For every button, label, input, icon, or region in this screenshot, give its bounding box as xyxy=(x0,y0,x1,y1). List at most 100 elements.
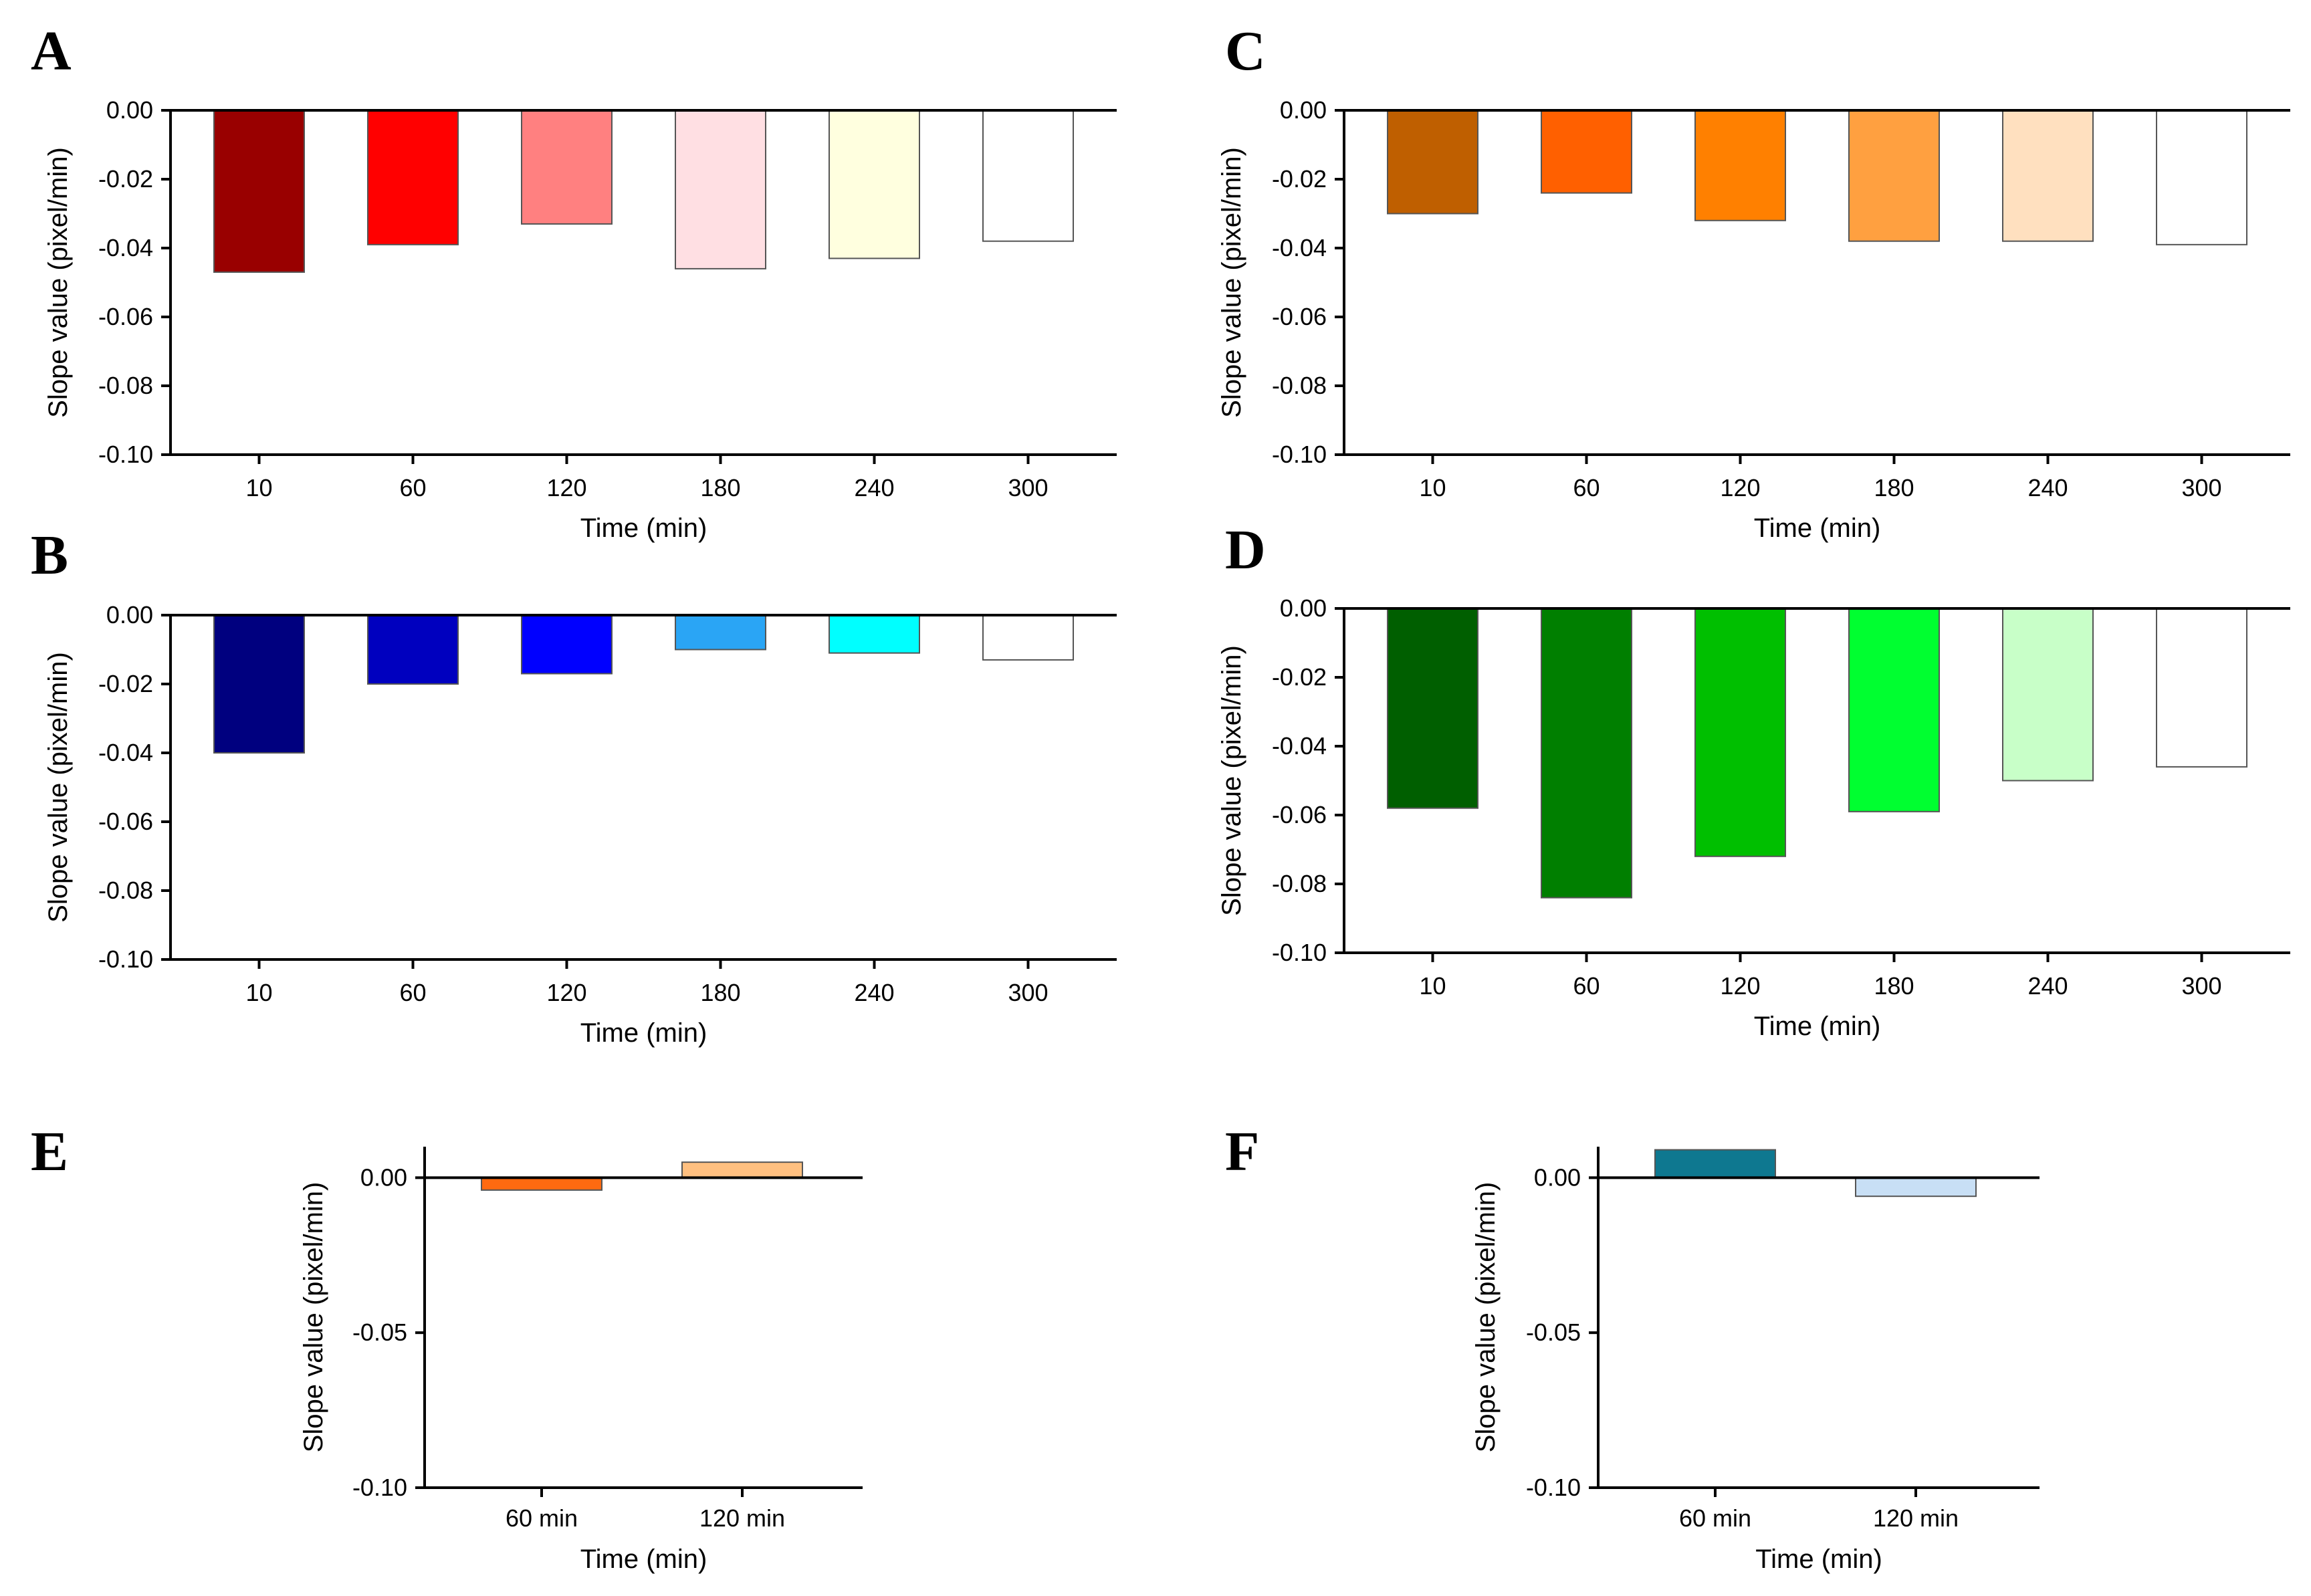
y-tick-label: -0.06 xyxy=(1272,801,1327,828)
y-tick-label: -0.06 xyxy=(98,303,153,330)
bar xyxy=(213,110,305,273)
panel-letter: D xyxy=(1225,519,1266,581)
bar xyxy=(1541,110,1632,194)
y-tick-label: -0.10 xyxy=(98,441,153,468)
y-axis-title: Slope value (pixel/min) xyxy=(43,652,73,923)
x-tick-label: 120 xyxy=(546,474,586,501)
y-axis-title: Slope value (pixel/min) xyxy=(43,147,73,418)
panel-letter: A xyxy=(31,20,72,82)
y-tick-label: -0.10 xyxy=(1526,1474,1581,1501)
x-tick-label: 180 xyxy=(1874,972,1914,1000)
x-axis-title: Time (min) xyxy=(580,1018,707,1048)
bar xyxy=(1694,608,1786,857)
y-tick-label: -0.02 xyxy=(98,670,153,697)
x-tick-label: 180 xyxy=(700,979,740,1006)
bar xyxy=(2156,110,2247,245)
x-tick-label: 120 min xyxy=(1873,1504,1959,1532)
bar xyxy=(1387,110,1478,215)
y-axis-title: Slope value (pixel/min) xyxy=(1217,147,1246,418)
bar xyxy=(829,110,920,259)
x-tick-label: 120 xyxy=(1720,972,1760,1000)
y-tick-label: 0.00 xyxy=(1280,594,1327,622)
chart-panel-a: A 10 60 120 180 240 300 0.00 -0.02 -0.04 -0.06 -0.0… xyxy=(31,20,1117,543)
bar xyxy=(982,110,1074,242)
y-tick-label: -0.08 xyxy=(98,877,153,904)
y-tick-label: 0.00 xyxy=(360,1163,407,1191)
chart-panel-f: F 60 min 120 min 0.00 -0.05 -0.10 Time (min) Sl… xyxy=(1225,1121,2040,1574)
panel-letter: E xyxy=(31,1121,68,1183)
bar xyxy=(1541,608,1632,899)
y-tick-label: 0.00 xyxy=(106,96,153,124)
chart-panel-d: D 10 60 120 180 240 300 0.00 -0.02 -0.04 -0.06 -0.0… xyxy=(1217,519,2290,1041)
bar xyxy=(1387,608,1478,809)
x-tick-label: 300 xyxy=(2181,474,2221,501)
x-tick-label: 10 xyxy=(1419,972,1446,1000)
x-tick-label: 10 xyxy=(245,979,272,1006)
bar xyxy=(681,1161,803,1179)
bar xyxy=(213,614,305,754)
y-tick-label: -0.10 xyxy=(352,1474,407,1501)
x-tick-label: 60 xyxy=(399,474,426,501)
bar xyxy=(1694,110,1786,221)
bar xyxy=(2002,110,2094,242)
y-tick-label: -0.08 xyxy=(1272,372,1327,399)
bar xyxy=(675,110,766,269)
x-tick-label: 60 xyxy=(399,979,426,1006)
x-tick-label: 60 min xyxy=(1679,1504,1751,1532)
y-tick-label: -0.10 xyxy=(1272,939,1327,966)
x-tick-label: 300 xyxy=(1008,474,1048,501)
panel-letter: C xyxy=(1225,20,1266,82)
x-axis-title: Time (min) xyxy=(580,1545,707,1574)
y-tick-label: -0.04 xyxy=(98,234,153,261)
y-tick-label: -0.04 xyxy=(1272,234,1327,261)
y-axis-title: Slope value (pixel/min) xyxy=(299,1182,328,1453)
y-axis-title: Slope value (pixel/min) xyxy=(1217,645,1246,916)
bar xyxy=(367,614,459,685)
y-tick-label: -0.04 xyxy=(1272,732,1327,760)
x-tick-label: 60 min xyxy=(506,1504,578,1532)
panel-letter: F xyxy=(1225,1121,1259,1183)
y-tick-label: -0.06 xyxy=(98,808,153,835)
x-tick-label: 10 xyxy=(1419,474,1446,501)
y-tick-label: 0.00 xyxy=(1534,1163,1581,1191)
chart-panel-b: B 10 60 120 180 240 300 0.00 -0.02 -0.04 -0.06 -0.0… xyxy=(31,524,1117,1048)
y-tick-label: -0.02 xyxy=(1272,165,1327,193)
x-tick-label: 300 xyxy=(1008,979,1048,1006)
x-axis-title: Time (min) xyxy=(1754,1012,1881,1041)
y-tick-label: -0.05 xyxy=(352,1319,407,1346)
bar xyxy=(521,110,613,225)
x-tick-label: 240 xyxy=(854,979,894,1006)
y-tick-label: -0.10 xyxy=(1272,441,1327,468)
y-tick-label: -0.02 xyxy=(98,165,153,193)
y-tick-label: -0.08 xyxy=(98,372,153,399)
bar xyxy=(829,614,920,654)
x-tick-label: 300 xyxy=(2181,972,2221,1000)
x-tick-label: 240 xyxy=(2027,972,2068,1000)
bar xyxy=(2002,608,2094,782)
y-tick-label: -0.10 xyxy=(98,945,153,973)
bar xyxy=(1654,1149,1776,1179)
x-tick-label: 10 xyxy=(245,474,272,501)
x-tick-label: 180 xyxy=(1874,474,1914,501)
bar xyxy=(1848,608,1940,812)
bar xyxy=(1848,110,1940,242)
x-tick-label: 60 xyxy=(1573,474,1600,501)
bar xyxy=(481,1177,602,1191)
panel-letter: B xyxy=(31,524,68,586)
chart-panel-e: E 60 min 120 min 0.00 -0.05 -0.10 Time (min) Sl… xyxy=(31,1121,863,1574)
x-tick-label: 120 xyxy=(546,979,586,1006)
y-tick-label: 0.00 xyxy=(106,601,153,629)
y-axis-title: Slope value (pixel/min) xyxy=(1471,1182,1501,1453)
x-axis-title: Time (min) xyxy=(1755,1545,1882,1574)
bar xyxy=(521,614,613,675)
bar xyxy=(367,110,459,245)
x-tick-label: 240 xyxy=(2027,474,2068,501)
chart-panel-c: C 10 60 120 180 240 300 0.00 -0.02 -0.04 -0.06 -0.0… xyxy=(1217,20,2290,543)
y-tick-label: -0.04 xyxy=(98,739,153,766)
x-axis-title: Time (min) xyxy=(580,514,707,543)
bar xyxy=(2156,608,2247,768)
bar xyxy=(675,614,766,651)
y-tick-label: -0.02 xyxy=(1272,663,1327,691)
y-tick-label: -0.05 xyxy=(1526,1319,1581,1346)
